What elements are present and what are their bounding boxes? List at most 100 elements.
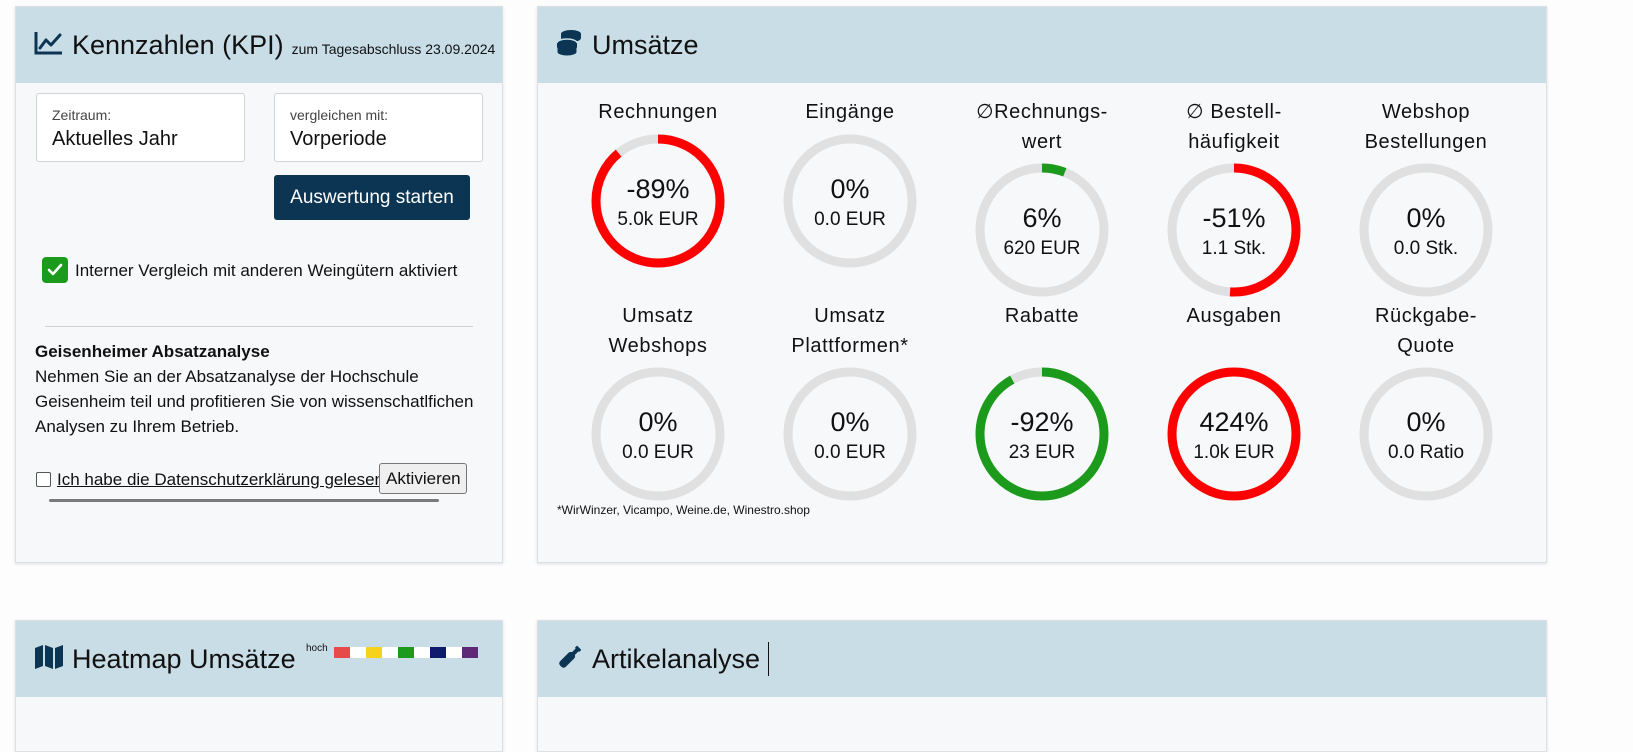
heatmap-card-title: Heatmap Umsätze xyxy=(72,643,296,674)
kpi-label-line1: Eingänge xyxy=(805,101,895,123)
kpi-label-line1: Webshop xyxy=(1381,101,1471,123)
kpi-amount: 0.0 EUR xyxy=(814,209,886,230)
gauge-ring xyxy=(591,134,725,268)
internal-compare-label: Interner Vergleich mit anderen Weingüter… xyxy=(75,261,458,280)
privacy-link[interactable]: Ich habe die Datenschutzerklärung gelese… xyxy=(57,470,384,489)
analysis-heading: Geisenheimer Absatzanalyse xyxy=(35,342,270,361)
period-select[interactable]: Zeitraum: Aktuelles Jahr xyxy=(36,93,245,162)
kpi-percent: -92% xyxy=(1010,407,1074,437)
kpi-label-line1: ∅ Bestell- xyxy=(1186,101,1282,123)
gauge-track xyxy=(1359,367,1493,501)
kpi-label-line1: Umsatz xyxy=(622,305,694,327)
kpi-gauge: -51% 1.1 Stk. xyxy=(1164,160,1304,300)
kpi-label-line1: Rechnungen xyxy=(598,101,718,123)
kpi-gauge: 6% 620 EUR xyxy=(972,160,1112,300)
gauge-ring xyxy=(975,163,1109,297)
kpi-amount: 0.0 Ratio xyxy=(1387,442,1465,463)
kpi-percent: 0% xyxy=(830,407,870,437)
kpi-label-line1: Ausgaben xyxy=(1186,305,1282,327)
map-icon xyxy=(34,644,64,675)
footnote: *WirWinzer, Vicampo, Weine.de, Winestro.… xyxy=(557,503,810,517)
gauge-ring xyxy=(975,367,1109,501)
kpi-gauge: -89% 5.0k EUR xyxy=(588,131,728,271)
gauge-track xyxy=(591,367,725,501)
wine-bottle-icon xyxy=(556,643,584,676)
kpi-label: Webshop Bestellungen xyxy=(1326,97,1526,157)
gauge-ring xyxy=(1359,163,1493,297)
kpi-label-line1: Rückgabe- xyxy=(1374,305,1478,327)
kpi-amount: 23 EUR xyxy=(1008,442,1076,463)
kpi-amount: 0.0 EUR xyxy=(814,442,886,463)
kpi-label: Rechnungen xyxy=(558,97,758,127)
legend-swatch xyxy=(382,647,398,658)
kpi-amount: 0.0 EUR xyxy=(622,442,694,463)
kpi-label-line2: Bestellungen xyxy=(1364,131,1488,153)
kpi-label-line1: Rabatte xyxy=(1004,305,1080,327)
period-value: Aktuelles Jahr xyxy=(52,128,178,150)
kpi-amount: 1.0k EUR xyxy=(1193,442,1275,463)
umsatz-card-title: Umsätze xyxy=(592,29,699,60)
analysis-text-line3: Analysen zu Ihrem Betrieb. xyxy=(35,417,240,436)
kpi-gauge: 0% 0.0 Stk. xyxy=(1356,160,1496,300)
kpi-label: ∅Rechnungs-wert xyxy=(942,97,1142,157)
kpi-amount: 1.1 Stk. xyxy=(1201,238,1267,259)
kpi-amount: 5.0k EUR xyxy=(617,209,699,230)
gauge-arc xyxy=(975,163,1109,297)
kpi-label-line1: Umsatz xyxy=(814,305,886,327)
umsatz-card-header: Umsätze xyxy=(538,7,1546,83)
legend-swatch xyxy=(462,647,478,658)
article-card-title: Artikelanalyse xyxy=(592,643,761,674)
kpi-gauge: 0% 0.0 Ratio xyxy=(1356,364,1496,504)
scrollbar[interactable] xyxy=(49,499,439,502)
article-card: Artikelanalyse xyxy=(537,620,1547,752)
coins-icon xyxy=(556,29,584,62)
privacy-checkbox[interactable] xyxy=(36,472,51,487)
kpi-amount: 0.0 Stk. xyxy=(1393,238,1459,259)
gauge-ring xyxy=(783,367,917,501)
kpi-percent: 0% xyxy=(1406,203,1446,233)
gauge-track xyxy=(783,367,917,501)
kpi-card: Kennzahlen (KPI) zum Tagesabschluss 23.0… xyxy=(15,6,503,563)
kpi-label-line2: Plattformen* xyxy=(791,335,909,357)
activate-button[interactable]: Aktivieren xyxy=(379,463,467,494)
divider xyxy=(45,326,473,327)
kpi-label: Rabatte xyxy=(942,301,1142,331)
legend-label: hoch xyxy=(306,643,328,654)
period-label: Zeitraum: xyxy=(52,107,112,123)
gauge-ring xyxy=(1359,367,1493,501)
kpi-amount: 620 EUR xyxy=(1003,238,1081,259)
kpi-label: Umsatz Webshops xyxy=(558,301,758,361)
kpi-label: Umsatz Plattformen* xyxy=(750,301,950,361)
kpi-label-line1: ∅Rechnungs- xyxy=(976,101,1108,123)
analysis-text-line2: Geisenheim teil und profitieren Sie von … xyxy=(35,392,474,411)
compare-value: Vorperiode xyxy=(290,128,387,150)
kpi-label-line2: Quote xyxy=(1397,335,1455,357)
heatmap-card: Heatmap Umsätze hoch xyxy=(15,620,503,752)
legend-swatch xyxy=(366,647,382,658)
kpi-card-title: Kennzahlen (KPI) xyxy=(72,29,284,60)
kpi-label-line2: wert xyxy=(1021,131,1063,153)
gauge-track xyxy=(1359,163,1493,297)
gauge-arc xyxy=(591,134,725,268)
article-card-header: Artikelanalyse xyxy=(538,621,1546,697)
analysis-text-line1: Nehmen Sie an der Absatzanalyse der Hoch… xyxy=(35,367,419,386)
check-icon xyxy=(47,263,63,276)
kpi-label-line2: Webshops xyxy=(608,335,708,357)
line-chart-icon xyxy=(34,30,64,61)
legend-swatch xyxy=(398,647,414,658)
kpi-percent: -51% xyxy=(1202,203,1266,233)
compare-select[interactable]: vergleichen mit: Vorperiode xyxy=(274,93,483,162)
kpi-gauge: 0% 0.0 EUR xyxy=(588,364,728,504)
legend-swatch xyxy=(334,647,350,658)
kpi-percent: 0% xyxy=(1406,407,1446,437)
kpi-gauge: 0% 0.0 EUR xyxy=(780,131,920,271)
internal-compare-checkbox[interactable] xyxy=(42,257,68,283)
legend-swatch xyxy=(414,647,430,658)
umsatz-card: Umsätze *WirWinzer, Vicampo, Weine.de, W… xyxy=(537,6,1547,563)
gauge-arc xyxy=(975,367,1109,501)
kpi-card-header: Kennzahlen (KPI) zum Tagesabschluss 23.0… xyxy=(16,7,502,83)
kpi-card-subtitle: zum Tagesabschluss 23.09.2024 xyxy=(291,41,496,57)
kpi-label: Rückgabe- Quote xyxy=(1326,301,1526,361)
kpi-gauge: 0% 0.0 EUR xyxy=(780,364,920,504)
start-analysis-button[interactable]: Auswertung starten xyxy=(274,175,470,220)
